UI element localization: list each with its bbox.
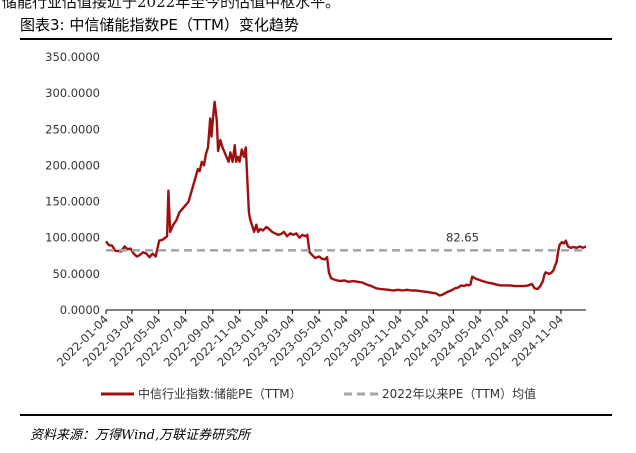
source-divider bbox=[20, 414, 612, 416]
y-tick-label: 250.0000 bbox=[45, 122, 100, 136]
y-tick-label: 0.0000 bbox=[60, 303, 100, 317]
x-axis: 2022-01-042022-03-042022-05-042022-07-04… bbox=[54, 309, 586, 369]
pe-line-series bbox=[105, 100, 587, 297]
plot-area: 82.65 bbox=[105, 100, 587, 297]
y-tick-label: 200.0000 bbox=[45, 158, 100, 172]
y-tick-label: 300.0000 bbox=[45, 86, 100, 100]
legend-label-pe: 中信行业指数:储能PE（TTM） bbox=[138, 386, 302, 401]
legend-label-mean: 2022年以来PE（TTM）均值 bbox=[382, 386, 536, 401]
mean-value-label: 82.65 bbox=[446, 230, 479, 244]
source-note: 资料来源：万得Wind,万联证券研究所 bbox=[30, 428, 251, 443]
title-divider bbox=[20, 38, 612, 40]
y-tick-label: 150.0000 bbox=[45, 195, 100, 209]
y-tick-label: 50.0000 bbox=[52, 267, 100, 281]
y-tick-label: 100.0000 bbox=[45, 231, 100, 245]
y-tick-label: 350.0000 bbox=[45, 50, 100, 64]
cut-off-paragraph-text: 储能行业估值接近于2022年至今的估值中枢水平。 bbox=[2, 0, 341, 11]
figure-title: 图表3: 中信储能指数PE（TTM）变化趋势 bbox=[20, 16, 299, 34]
legend: 中信行业指数:储能PE（TTM） 2022年以来PE（TTM）均值 bbox=[101, 386, 536, 401]
y-axis: 0.0000 50.0000 100.0000 150.0000 200.0000 250… bbox=[45, 50, 100, 317]
